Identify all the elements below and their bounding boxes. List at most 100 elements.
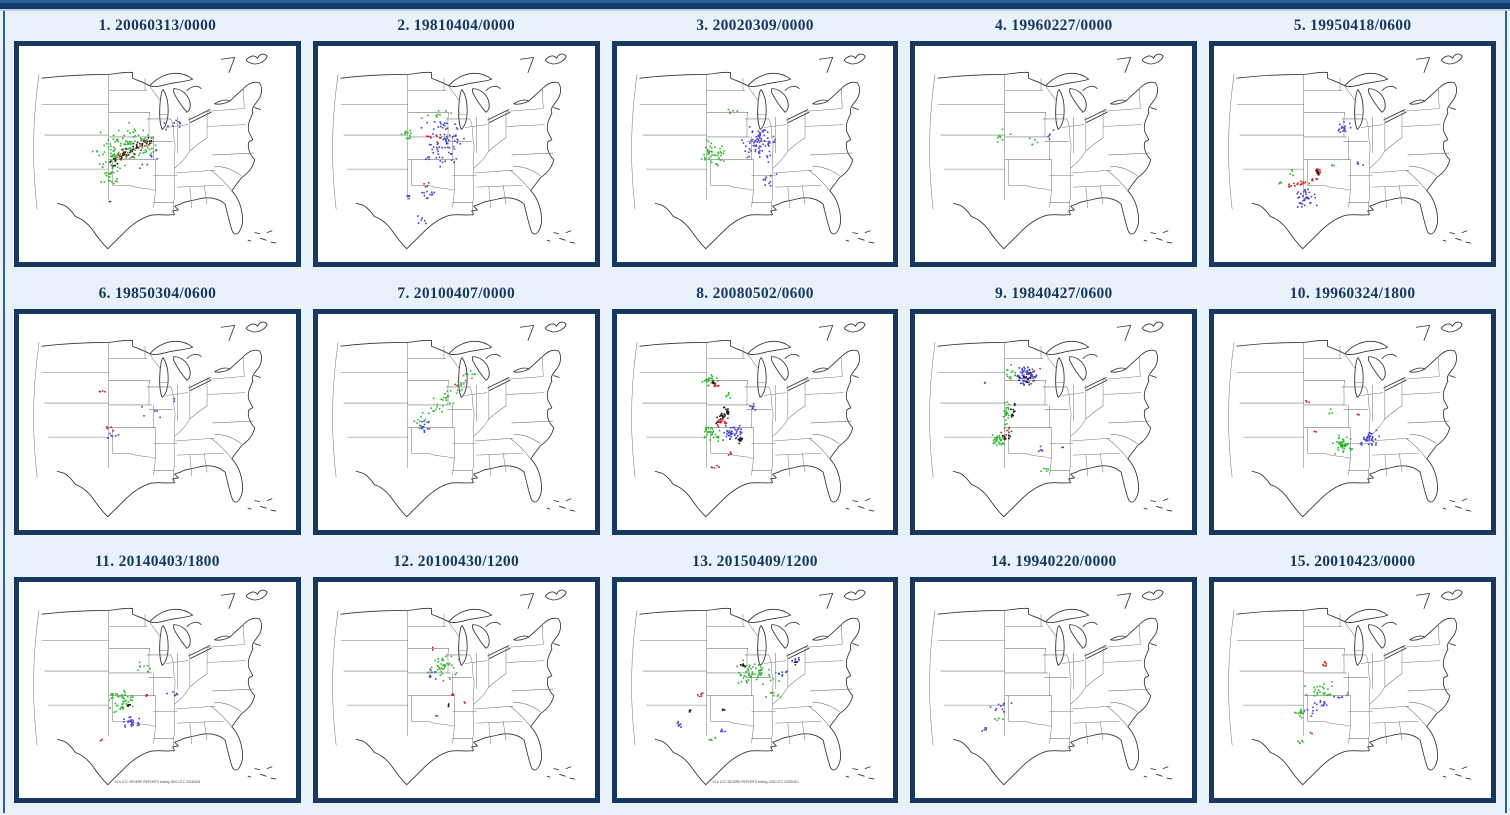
storm-report-dot <box>103 144 105 147</box>
storm-report-dot <box>132 719 134 722</box>
map-caption: 24-h UTC SEVERE REPORTS ending 1800 UTC … <box>114 780 200 784</box>
storm-report-dot <box>759 133 761 135</box>
storm-report-dot <box>1021 372 1024 375</box>
storm-report-dot <box>423 194 426 197</box>
storm-report-dot <box>446 142 449 145</box>
storm-report-dot <box>742 664 745 667</box>
map-panel-cell: 8. 20080502/0600 <box>611 279 899 535</box>
storm-report-dot <box>409 132 412 135</box>
map-panel-cell: 15. 20010423/0000 <box>1209 547 1496 803</box>
storm-report-dot <box>110 145 112 148</box>
storm-report-dot <box>757 664 760 666</box>
storm-report-dot <box>443 124 446 127</box>
storm-report-dot <box>422 425 425 428</box>
storm-report-dot <box>1043 467 1046 470</box>
storm-report-dot <box>728 112 731 115</box>
storm-report-dot <box>436 113 439 116</box>
storm-report-dot <box>747 151 750 154</box>
storm-report-dot <box>1300 708 1302 711</box>
storm-report-dot <box>716 154 719 157</box>
storm-report-dot <box>758 145 761 147</box>
storm-report-dot <box>1289 173 1292 175</box>
storm-report-dot <box>441 657 444 660</box>
us-basemap <box>630 53 874 250</box>
storm-report-dot <box>737 438 739 441</box>
storm-report-dot <box>742 677 744 680</box>
storm-report-dot <box>748 148 750 150</box>
storm-report-dot <box>1028 381 1031 384</box>
storm-report-dot <box>704 146 707 149</box>
storm-report-dot <box>1037 141 1039 144</box>
storm-report-dot <box>1308 182 1311 185</box>
storm-report-dot <box>1316 709 1318 712</box>
storm-report-dot <box>457 380 459 383</box>
storm-report-dot <box>404 130 407 133</box>
storm-report-dot <box>711 380 714 382</box>
storm-report-dot <box>1339 444 1342 446</box>
map-caption: 24-h UTC SEVERE REPORTS ending 1200 UTC … <box>712 780 798 784</box>
storm-report-dot <box>423 219 426 222</box>
storm-report-dot <box>469 370 472 372</box>
storm-report-dot <box>429 135 431 138</box>
storm-report-dot <box>112 697 114 699</box>
storm-report-dot <box>178 126 181 128</box>
storm-report-dot <box>148 143 150 146</box>
storm-report-dot <box>141 405 143 408</box>
storm-report-dot <box>1002 128 1004 131</box>
storm-report-dot <box>1002 138 1004 141</box>
storm-report-dot <box>709 150 712 153</box>
panel-title: 4. 19960227/0000 <box>994 17 1113 34</box>
storm-report-dot <box>1299 712 1302 715</box>
storm-report-dot <box>742 675 745 677</box>
storm-report-dots <box>400 110 465 225</box>
storm-report-dot <box>110 426 112 428</box>
storm-report-dot <box>1344 125 1347 128</box>
storm-report-dot <box>426 156 429 159</box>
storm-report-dot <box>1029 137 1031 140</box>
storm-report-dot <box>446 127 449 130</box>
storm-report-dot <box>723 415 725 418</box>
storm-report-dot <box>708 439 711 441</box>
storm-report-dot <box>129 151 131 154</box>
storm-report-dot <box>1311 732 1314 735</box>
storm-report-dot <box>712 381 714 384</box>
storm-report-dot <box>723 709 726 711</box>
storm-report-dot <box>122 721 125 723</box>
panel-title: 5. 19950418/0600 <box>1293 17 1412 34</box>
storm-report-dot <box>454 134 457 136</box>
storm-report-dot <box>1014 404 1016 407</box>
storm-report-dot <box>129 716 132 718</box>
storm-report-dot <box>1005 411 1008 414</box>
storm-report-dot <box>148 140 151 142</box>
storm-report-dot <box>1304 199 1306 202</box>
storm-report-dot <box>428 193 431 196</box>
storm-report-dot <box>1002 434 1004 437</box>
storm-report-dot <box>1324 702 1326 704</box>
storm-report-dot <box>440 670 442 673</box>
storm-report-dot <box>1033 379 1036 382</box>
storm-report-dots <box>1294 660 1349 745</box>
storm-report-dot <box>777 693 779 696</box>
storm-report-dots <box>984 364 1065 473</box>
us-basemap <box>332 53 575 250</box>
storm-report-dot <box>1021 377 1024 380</box>
storm-report-dot <box>148 148 151 151</box>
storm-report-dot <box>443 146 446 149</box>
storm-report-dot <box>442 664 444 667</box>
storm-report-dot <box>167 125 169 127</box>
storm-report-dot <box>125 154 127 156</box>
storm-report-dot <box>710 154 713 156</box>
storm-report-dot <box>1011 413 1014 416</box>
storm-report-dot <box>118 158 121 160</box>
storm-report-dot <box>124 726 126 728</box>
storm-report-dot <box>1371 437 1374 439</box>
storm-report-dot <box>449 389 452 392</box>
storm-report-dot <box>130 721 133 724</box>
storm-report-dot <box>426 428 429 430</box>
storm-report-dot <box>109 179 112 182</box>
storm-report-dot <box>1306 400 1308 403</box>
storm-report-dot <box>405 137 408 140</box>
storm-report-dot <box>131 148 134 151</box>
storm-report-dot <box>1305 191 1307 194</box>
storm-report-dot <box>739 430 741 433</box>
